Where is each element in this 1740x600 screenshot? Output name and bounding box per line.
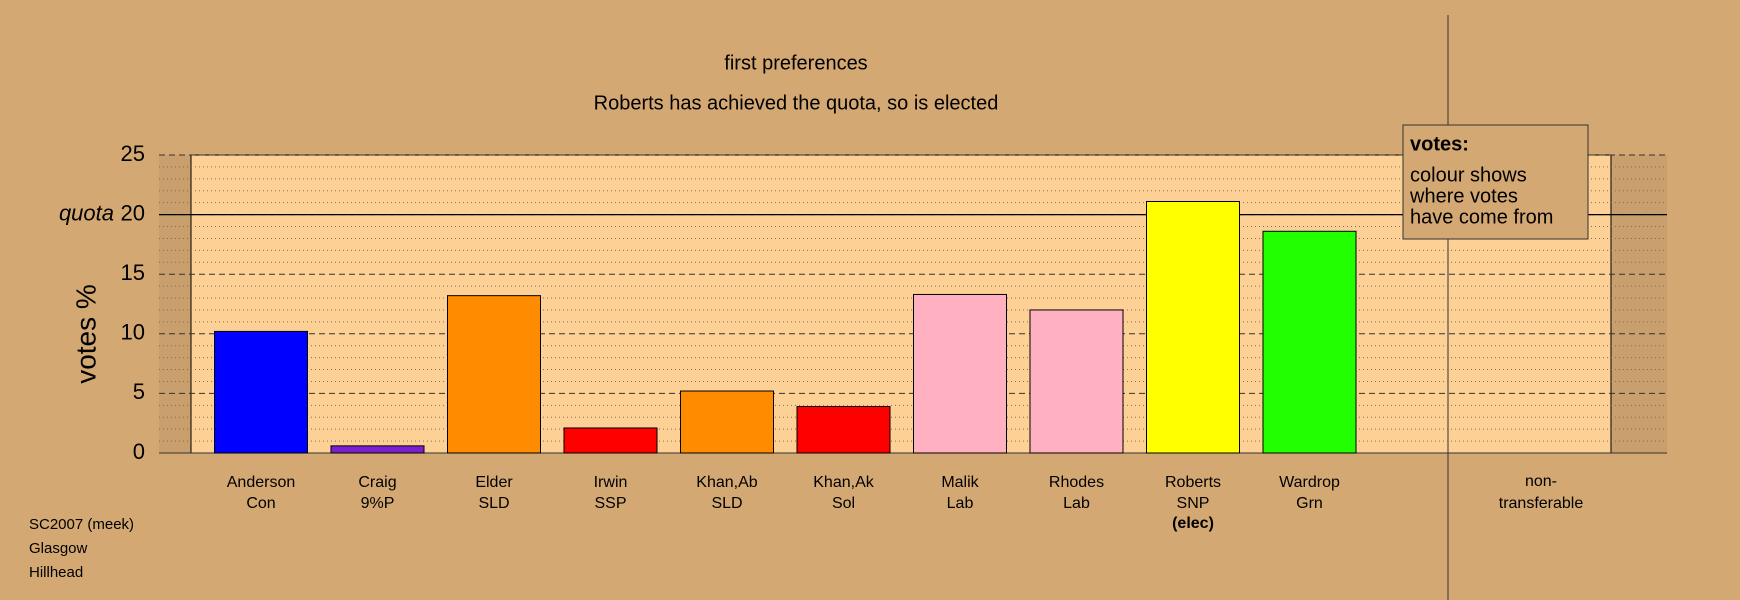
y-tick-label: 0: [133, 439, 145, 464]
legend-text: colour shows: [1410, 164, 1527, 186]
bar: [447, 295, 541, 454]
x-tick-party: Con: [246, 495, 275, 512]
footnote: SC2007 (meek): [29, 516, 134, 533]
bar: [214, 330, 308, 454]
x-tick-party: SSP: [594, 495, 626, 512]
x-tick-party: 9%P: [361, 495, 395, 512]
x-tick-party: SNP: [1177, 495, 1210, 512]
quota-label: quota: [59, 200, 114, 225]
y-tick-label: 20: [121, 200, 145, 225]
bar: [1262, 230, 1357, 454]
x-tick-label: Rhodes: [1049, 474, 1104, 491]
x-tick-party: Grn: [1296, 495, 1323, 512]
bar: [796, 406, 891, 454]
y-tick-label: 10: [121, 320, 145, 345]
chart-subtitle: Roberts has achieved the quota, so is el…: [594, 92, 999, 114]
y-tick-label: 15: [121, 260, 145, 285]
legend-text: where votes: [1409, 185, 1518, 207]
x-tick-party: SLD: [711, 495, 742, 512]
bar: [913, 293, 1007, 454]
nontransferable-label: transferable: [1499, 495, 1584, 512]
bar: [680, 390, 774, 454]
bar: [330, 445, 425, 454]
footnote: Hillhead: [29, 564, 83, 581]
x-tick-party: Lab: [1063, 495, 1090, 512]
y-tick-label: 5: [133, 379, 145, 404]
nontransferable-label: non-: [1525, 473, 1557, 490]
legend-box: [1402, 124, 1589, 240]
x-tick-party: SLD: [478, 495, 509, 512]
bar: [1029, 309, 1124, 454]
plot-inner: [190, 154, 1612, 454]
y-axis-label: votes %: [70, 284, 101, 384]
elected-note: (elec): [1172, 515, 1214, 532]
x-tick-label: Anderson: [227, 474, 296, 491]
x-tick-label: Roberts: [1165, 474, 1221, 491]
footnote: Glasgow: [29, 540, 88, 557]
x-tick-label: Khan,Ab: [696, 474, 757, 491]
x-tick-label: Irwin: [594, 474, 628, 491]
x-tick-label: Malik: [941, 474, 979, 491]
legend-title: votes:: [1410, 133, 1469, 155]
x-tick-label: Wardrop: [1279, 474, 1340, 491]
x-tick-label: Craig: [358, 474, 396, 491]
legend: votes: colour shows where votes have com…: [1402, 124, 1589, 240]
bar: [563, 427, 658, 454]
bar: [1146, 200, 1240, 454]
x-tick-party: Lab: [947, 495, 974, 512]
x-tick-label: Elder: [475, 474, 513, 491]
x-tick-party: Sol: [832, 495, 855, 512]
x-tick-label: Khan,Ak: [813, 474, 874, 491]
legend-text: have come from: [1410, 206, 1553, 228]
chart-title: first preferences: [724, 52, 867, 74]
y-tick-label: 25: [121, 141, 145, 166]
